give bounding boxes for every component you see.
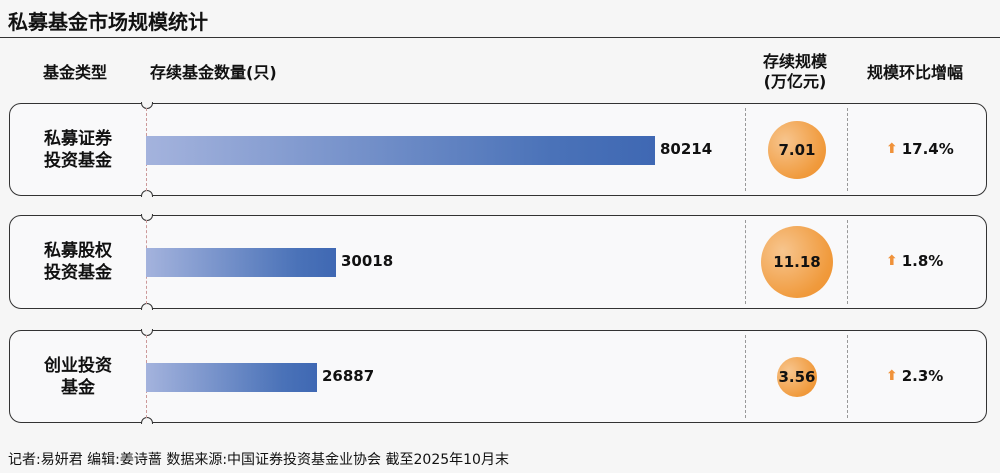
header-scale: 存续规模 (万亿元)	[762, 52, 827, 91]
arrow-up-icon: ⬆	[886, 140, 898, 157]
count-label: 30018	[341, 252, 394, 270]
category-label: 创业投资 基金	[44, 355, 112, 398]
arrow-up-icon: ⬆	[886, 253, 898, 269]
count-bar	[146, 248, 336, 277]
change-label: 2.3%	[901, 366, 944, 385]
notch	[141, 303, 153, 310]
scale-circle: 11.18	[761, 226, 833, 298]
notch	[141, 190, 153, 197]
page-title: 私募基金市场规模统计	[8, 10, 208, 34]
divider	[847, 335, 848, 418]
scale-label: 7.01	[778, 140, 816, 159]
footer-credits: 记者:易妍君 编辑:姜诗蔷 数据来源:中国证券投资基金业协会 截至2025年10…	[8, 452, 509, 468]
change-label: 17.4%	[901, 139, 954, 158]
divider	[847, 108, 848, 191]
header-count: 存续基金数量(只)	[150, 63, 277, 82]
divider	[745, 220, 746, 304]
scale-label: 3.56	[778, 367, 816, 386]
arrow-up-icon: ⬆	[886, 367, 898, 384]
change-value: ⬆ 2.3%	[886, 367, 943, 385]
category-label: 私募证券 投资基金	[44, 128, 112, 171]
title-divider	[0, 37, 1000, 38]
divider	[847, 220, 848, 304]
change-label: 1.8%	[901, 252, 944, 270]
scale-circle: 7.01	[768, 120, 826, 179]
scale-circle: 3.56	[777, 356, 817, 397]
header-category: 基金类型	[42, 63, 107, 82]
count-label: 26887	[322, 366, 375, 385]
scale-label: 11.18	[773, 253, 821, 271]
fund-card: 创业投资 基金 26887 3.56 ⬆ 2.3%	[9, 329, 987, 424]
divider	[745, 108, 746, 191]
count-bar	[146, 135, 655, 165]
notch	[141, 417, 153, 424]
count-bar	[146, 362, 317, 392]
category-label: 私募股权 投资基金	[44, 241, 112, 283]
change-value: ⬆ 1.8%	[886, 252, 943, 270]
count-label: 80214	[660, 139, 713, 158]
fund-card: 私募证券 投资基金 80214 7.01 ⬆ 17.4%	[9, 102, 987, 197]
fund-card: 私募股权 投资基金 30018 11.18 ⬆ 1.8%	[9, 214, 987, 310]
header-change: 规模环比增幅	[866, 63, 963, 82]
change-value: ⬆ 17.4%	[886, 140, 954, 158]
divider	[745, 335, 746, 418]
